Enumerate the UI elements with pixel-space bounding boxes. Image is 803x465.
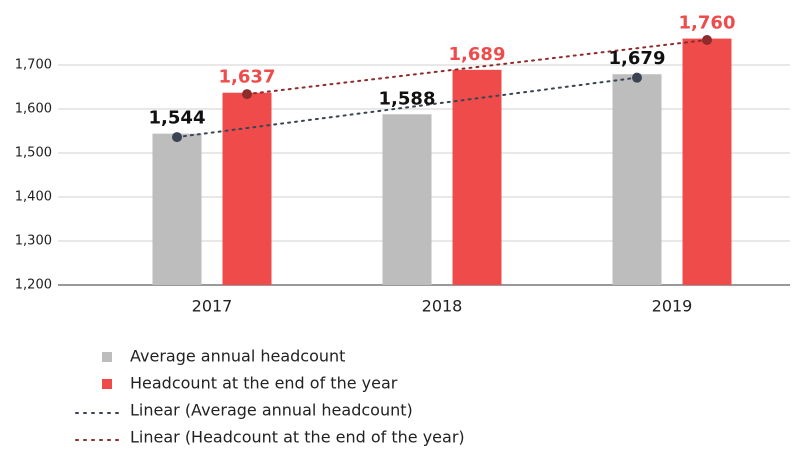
y-tick-label: 1,300 (15, 234, 52, 249)
legend-label: Linear (Headcount at the end of the year… (130, 428, 465, 447)
bar (152, 133, 202, 285)
data-label: 1,760 (679, 13, 736, 34)
legend-label: Average annual headcount (130, 347, 345, 366)
y-tick-label: 1,600 (15, 102, 52, 117)
trend-point (632, 72, 642, 83)
data-label: 1,637 (219, 67, 276, 88)
legend-label: Linear (Average annual headcount) (130, 401, 413, 420)
trend-line (176, 76, 638, 139)
bar (382, 114, 432, 285)
x-tick-label: 2018 (422, 297, 463, 316)
y-tick-label: 1,700 (15, 58, 52, 73)
legend-swatch (102, 352, 112, 362)
y-tick-label: 1,400 (15, 190, 52, 205)
bar (682, 38, 732, 285)
data-label: 1,689 (449, 44, 506, 65)
y-tick-label: 1,500 (15, 146, 52, 161)
trend-point (172, 132, 182, 143)
data-label: 1,588 (379, 88, 436, 109)
bar (222, 92, 272, 285)
bar (612, 74, 662, 286)
y-tick-label: 1,200 (15, 278, 52, 293)
x-tick-label: 2019 (652, 297, 693, 316)
trend-point (242, 89, 252, 100)
data-label: 1,679 (609, 48, 666, 69)
trend-line (246, 38, 708, 96)
trend-point (702, 34, 712, 45)
bar (452, 69, 502, 285)
data-label: 1,544 (149, 108, 206, 129)
x-tick-label: 2017 (192, 297, 233, 316)
legend-swatch (102, 379, 112, 389)
legend-label: Headcount at the end of the year (130, 374, 398, 393)
